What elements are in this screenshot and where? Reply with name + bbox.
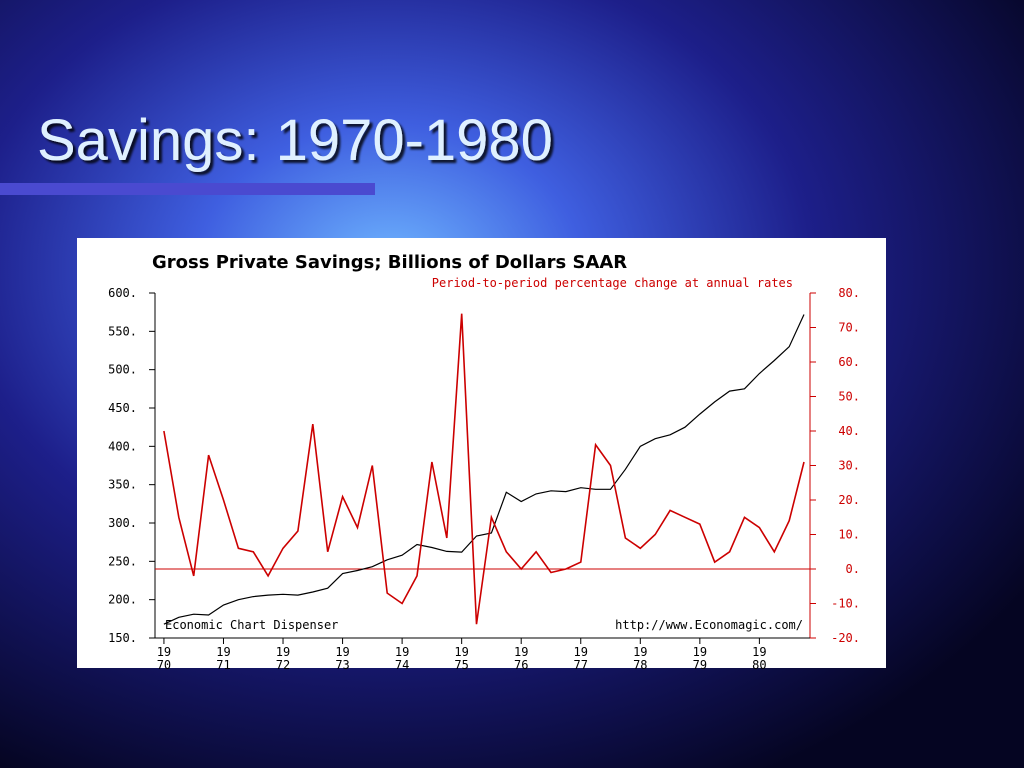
x-tick-label-part: 19 bbox=[574, 645, 588, 659]
x-tick-label-part: 77 bbox=[574, 658, 588, 672]
y-tick-label: 150. bbox=[108, 631, 137, 645]
y2-tick-label: 20. bbox=[838, 493, 860, 507]
x-tick-label-part: 19 bbox=[693, 645, 707, 659]
x-tick-label-part: 75 bbox=[454, 658, 468, 672]
footer-left: Economic Chart Dispenser bbox=[165, 618, 338, 632]
x-tick-label: 19 80 bbox=[752, 645, 766, 672]
y-tick-label: 250. bbox=[108, 554, 137, 568]
x-tick-label-part: 19 bbox=[216, 645, 230, 659]
y2-tick-label: 80. bbox=[838, 286, 860, 300]
x-tick-label-part: 19 bbox=[752, 645, 766, 659]
footer-right: http://www.Economagic.com/ bbox=[615, 618, 803, 632]
x-tick-label: 19 71 bbox=[216, 645, 230, 672]
y-tick-label: 450. bbox=[108, 401, 137, 415]
x-tick-label: 19 70 bbox=[157, 645, 171, 672]
y2-tick-label: 70. bbox=[838, 321, 860, 335]
y-tick-label: 600. bbox=[108, 286, 137, 300]
y-tick-label: 350. bbox=[108, 478, 137, 492]
y-tick-label: 200. bbox=[108, 593, 137, 607]
y-tick-label: 300. bbox=[108, 516, 137, 530]
x-tick-label-part: 72 bbox=[276, 658, 290, 672]
y2-tick-label: 0. bbox=[846, 562, 860, 576]
chart-panel bbox=[77, 238, 886, 668]
x-tick-label-part: 19 bbox=[454, 645, 468, 659]
x-tick-label-part: 73 bbox=[335, 658, 349, 672]
x-tick-label-part: 76 bbox=[514, 658, 528, 672]
y-tick-label: 550. bbox=[108, 324, 137, 338]
x-tick-label: 19 77 bbox=[574, 645, 588, 672]
y2-tick-label: -20. bbox=[831, 631, 860, 645]
x-tick-label: 19 76 bbox=[514, 645, 528, 672]
series-line bbox=[163, 314, 805, 625]
x-tick-label-part: 19 bbox=[633, 645, 647, 659]
y-tick-label: 500. bbox=[108, 363, 137, 377]
x-tick-label-part: 80 bbox=[752, 658, 766, 672]
x-tick-label-part: 70 bbox=[157, 658, 171, 672]
x-tick-label: 19 78 bbox=[633, 645, 647, 672]
x-tick-label-part: 19 bbox=[276, 645, 290, 659]
series-line bbox=[163, 313, 805, 625]
x-tick-label-part: 71 bbox=[216, 658, 230, 672]
x-tick-label-part: 74 bbox=[395, 658, 409, 672]
x-tick-label-part: 19 bbox=[157, 645, 171, 659]
x-tick-label-part: 19 bbox=[335, 645, 349, 659]
x-tick-label: 19 73 bbox=[335, 645, 349, 672]
y2-tick-label: 60. bbox=[838, 355, 860, 369]
y2-tick-label: 50. bbox=[838, 390, 860, 404]
chart-title: Gross Private Savings; Billions of Dolla… bbox=[152, 252, 627, 273]
x-tick-label: 19 74 bbox=[395, 645, 409, 672]
y2-tick-label: 40. bbox=[838, 424, 860, 438]
title-underline bbox=[0, 183, 375, 195]
x-tick-label-part: 78 bbox=[633, 658, 647, 672]
x-tick-label: 19 79 bbox=[693, 645, 707, 672]
slide-title: Savings: 1970-1980 bbox=[37, 108, 553, 173]
chart-subtitle: Period-to-period percentage change at an… bbox=[432, 276, 793, 290]
x-tick-label-part: 79 bbox=[693, 658, 707, 672]
x-tick-label-part: 19 bbox=[514, 645, 528, 659]
y-tick-label: 400. bbox=[108, 439, 137, 453]
y2-tick-label: 30. bbox=[838, 459, 860, 473]
y2-tick-label: -10. bbox=[831, 597, 860, 611]
x-tick-label: 19 75 bbox=[454, 645, 468, 672]
x-tick-label: 19 72 bbox=[276, 645, 290, 672]
x-tick-label-part: 19 bbox=[395, 645, 409, 659]
y2-tick-label: 10. bbox=[838, 528, 860, 542]
